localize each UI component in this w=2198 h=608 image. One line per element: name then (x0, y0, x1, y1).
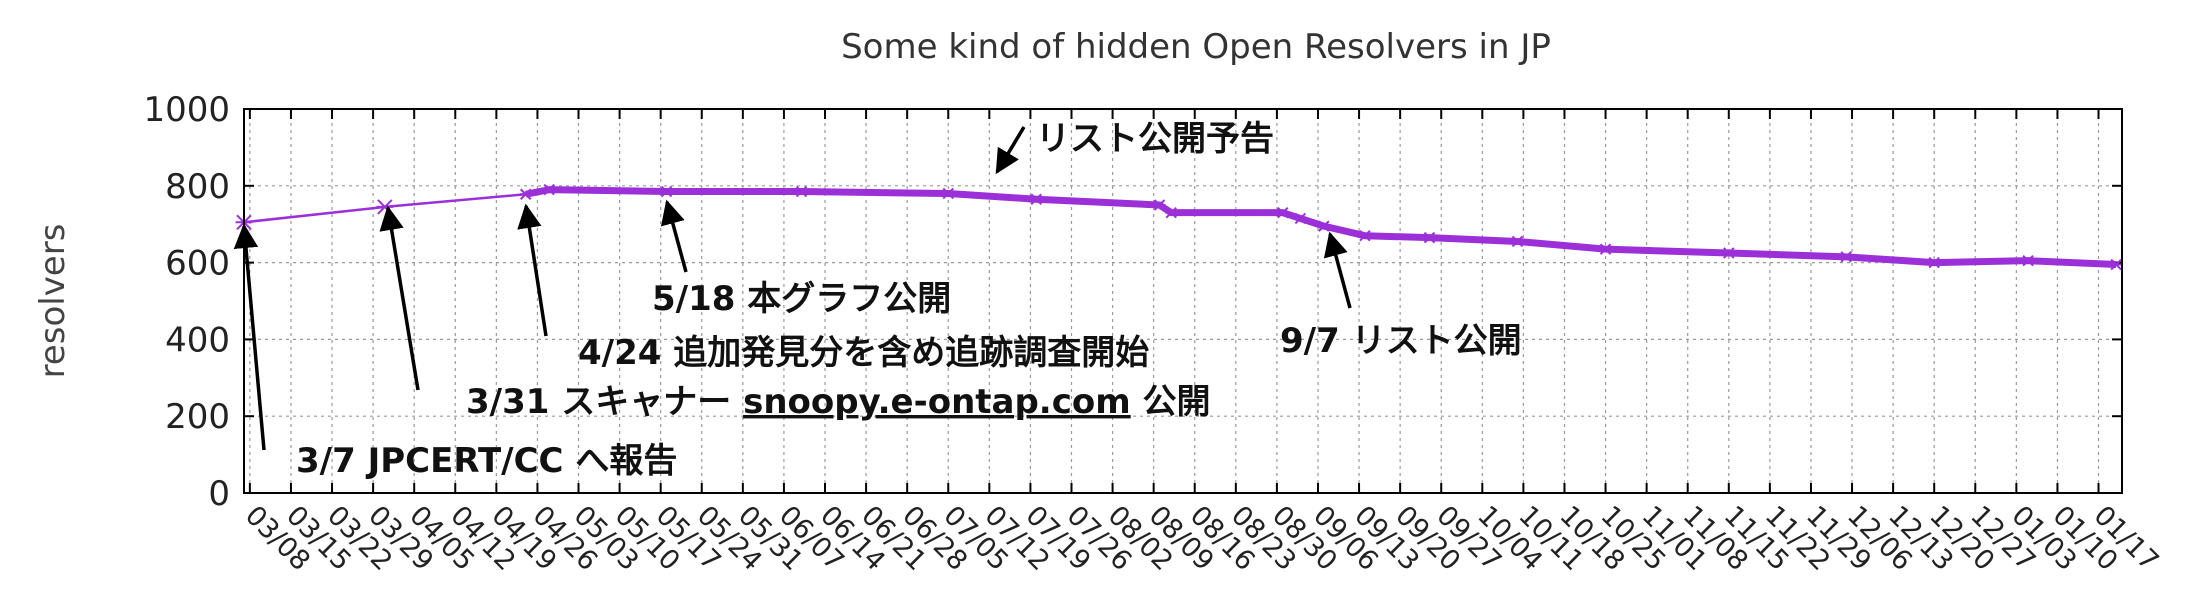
annotation-label: 4/24 追加発見分を含め追跡調査開始 (578, 333, 1149, 373)
annotation-arrow (660, 199, 688, 273)
annotation-arrow (995, 126, 1026, 175)
annotation-label: 9/7 リスト公開 (1280, 321, 1522, 361)
data-point (1294, 212, 1307, 225)
annotation-label: 5/18 本グラフ公開 (652, 279, 951, 319)
annotation-text: 3/31 スキャナー (466, 382, 743, 422)
y-tick-label: 800 (165, 167, 230, 207)
data-point (376, 199, 394, 215)
series-layer (235, 183, 2123, 271)
data-point (1276, 206, 1289, 219)
annotation-link-text: snoopy.e-ontap.com (743, 382, 1131, 422)
data-point (1928, 256, 1941, 269)
y-axis-label: resolvers (33, 224, 73, 379)
annotation: 9/7 リスト公開 (1280, 231, 1522, 361)
annotation: 3/7 JPCERT/CC へ報告 (233, 223, 677, 481)
data-point (519, 188, 532, 200)
plot-frame (243, 108, 2123, 494)
annotation-text: 5/18 本グラフ公開 (652, 279, 951, 319)
data-point (1599, 243, 1612, 255)
data-point (543, 183, 556, 196)
annotation-suffix: 公開 (1131, 382, 1211, 422)
data-point (1840, 251, 1853, 263)
annotation: リスト公開予告 (995, 119, 1274, 175)
data-point (2022, 254, 2035, 267)
data-point (1722, 247, 1735, 259)
series-line (235, 183, 2123, 271)
annotation-text: リスト公開予告 (1036, 119, 1274, 159)
chart-title: Some kind of hidden Open Resolvers in JP (841, 27, 1551, 67)
data-point (795, 185, 808, 198)
annotation-label: リスト公開予告 (1036, 119, 1274, 159)
annotation-text: 9/7 リスト公開 (1280, 321, 1522, 361)
data-point (1030, 193, 1043, 205)
annotation-arrow (233, 223, 266, 451)
data-point (1423, 231, 1436, 244)
data-point (1317, 220, 1330, 232)
y-tick-label: 400 (165, 320, 230, 360)
y-axis-ticks: 0 200 400 600 800 1000 (143, 90, 2122, 514)
y-tick-label: 600 (165, 244, 230, 284)
x-axis-ticks: 03/0803/1503/2203/2904/0504/1204/1904/26… (239, 109, 2165, 577)
series-dense-segment (525, 186, 2117, 269)
annotation-text: 4/24 追加発見分を含め追跡調査開始 (578, 333, 1149, 373)
data-point (2110, 258, 2123, 271)
annotation-text: 3/7 JPCERT/CC へ報告 (296, 441, 677, 481)
data-point (660, 185, 673, 198)
data-point (1511, 235, 1524, 248)
annotation-arrow (517, 203, 548, 337)
y-tick-label: 1000 (143, 90, 230, 130)
annotation: 4/24 追加発見分を含め追跡調査開始 (517, 203, 1149, 373)
annotation: 3/31 スキャナー snoopy.e-ontap.com 公開 (379, 205, 1211, 422)
annotations: リスト公開予告 5/18 本グラフ公開 4/24 追加発見分を含め追跡調査開始 9/7… (233, 119, 1522, 481)
annotation-label: 3/7 JPCERT/CC へ報告 (296, 441, 677, 481)
data-point (942, 187, 955, 200)
annotation: 5/18 本グラフ公開 (652, 199, 951, 319)
data-point (1165, 206, 1178, 219)
data-point (1358, 230, 1371, 242)
y-tick-label: 0 (208, 474, 230, 514)
data-point (1153, 199, 1166, 211)
y-tick-label: 200 (165, 397, 230, 437)
annotation-arrow (379, 205, 420, 391)
annotation-arrow (1323, 231, 1352, 309)
grid (244, 109, 2122, 493)
annotation-label: 3/31 スキャナー snoopy.e-ontap.com 公開 (466, 382, 1211, 422)
